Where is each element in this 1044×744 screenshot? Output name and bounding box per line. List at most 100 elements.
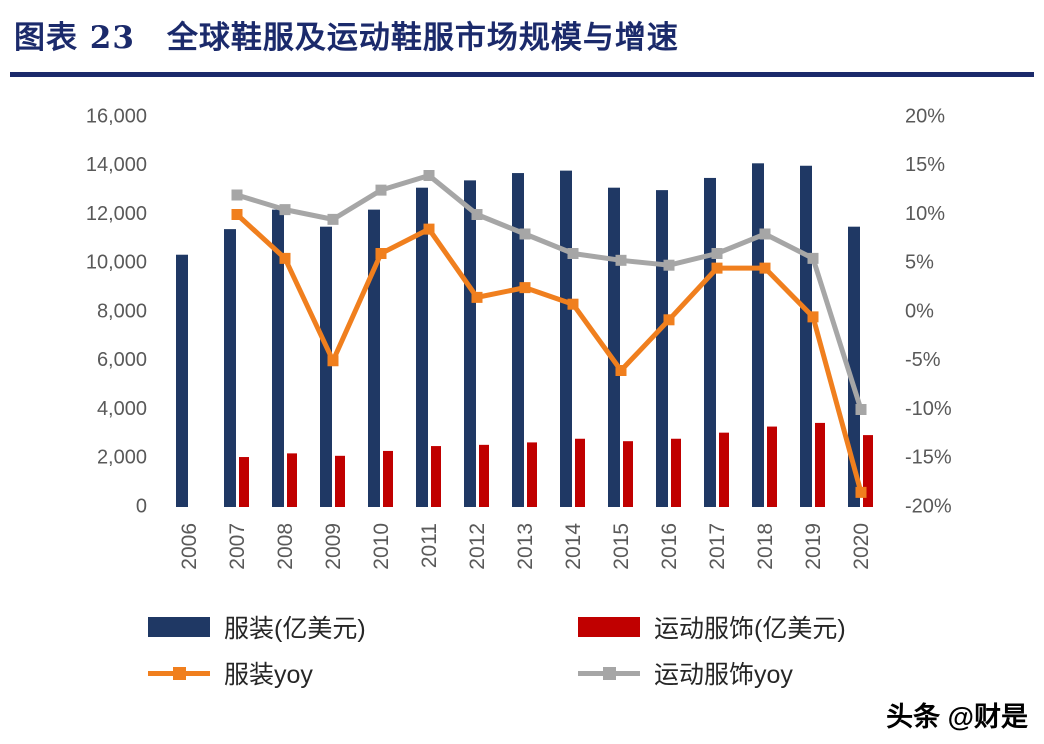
x-axis-category-label: 2012: [466, 523, 489, 570]
bar-apparel: [800, 165, 812, 507]
line-apparel-yoy-marker: [375, 248, 387, 259]
bar-apparel: [512, 173, 524, 507]
line-apparel-yoy-marker: [423, 223, 435, 235]
line-sportswear-yoy-path: [234, 173, 864, 412]
right-axis-tick-label: -10%: [905, 398, 952, 420]
line-sportswear-yoy-marker: [471, 209, 483, 220]
bar-sportswear: [767, 426, 777, 507]
bar-sportswear: [287, 453, 297, 507]
x-axis-category-label: 2007: [226, 523, 249, 570]
line-apparel-yoy-marker: [279, 252, 291, 264]
left-axis-tick-label: 10,000: [86, 252, 147, 274]
line-sportswear-yoy-marker: [567, 248, 579, 259]
left-axis-ticks: 16,000 14,000 12,000 10,000 8,000 6,000 4,000 2…: [86, 105, 147, 517]
line-sportswear-yoy-marker: [759, 228, 771, 240]
bar-apparel: [464, 180, 476, 507]
line-apparel-yoy-marker: [231, 209, 243, 220]
right-axis-tick-label: -15%: [905, 447, 952, 469]
right-axis-tick-label: 15%: [905, 154, 945, 176]
line-apparel-yoy-marker: [807, 311, 819, 323]
x-axis-category-label: 2011: [418, 523, 441, 568]
chart-svg: 16,000 14,000 12,000 10,000 8,000 6,000 4,000 2…: [86, 105, 952, 570]
bar-apparel: [320, 226, 332, 507]
line-apparel-yoy-marker: [663, 314, 675, 326]
line-sportswear-yoy-marker: [519, 228, 531, 240]
figure-title: 图表 23 全球鞋服及运动鞋服市场规模与增速: [14, 20, 679, 56]
figure-header: 图表 23 全球鞋服及运动鞋服市场规模与增速: [0, 0, 1044, 77]
line-sportswear-yoy-marker: [807, 252, 819, 264]
bar-apparel: [560, 170, 572, 507]
x-axis-category-label: 2016: [658, 523, 681, 570]
x-axis-category-label: 2018: [754, 523, 777, 570]
right-axis-tick-label: -5%: [905, 349, 941, 371]
x-axis-category-labels: 2006 2007 2008 2009 2010 2011 2012 2013 2014 2015…: [178, 523, 873, 570]
legend-swatch-sportswear-bar: [578, 617, 640, 637]
line-apparel-yoy-marker: [471, 291, 483, 303]
bar-sportswear: [575, 438, 585, 507]
line-sportswear-yoy-marker: [375, 184, 387, 196]
line-apparel-yoy-marker: [519, 282, 531, 294]
bar-sportswear: [719, 432, 729, 507]
bar-sportswear: [431, 446, 441, 507]
legend-swatch-apparel-bar: [148, 617, 210, 637]
x-axis-category-label: 2010: [370, 523, 393, 570]
legend-label-apparel-bar: 服装(亿美元): [224, 615, 366, 643]
bar-sportswear: [671, 438, 681, 507]
x-axis-category-label: 2014: [562, 523, 585, 570]
legend-label-sportswear-yoy: 运动服饰yoy: [654, 661, 793, 689]
left-axis-tick-label: 16,000: [86, 105, 147, 127]
line-apparel-yoy-marker: [615, 365, 627, 376]
right-axis-tick-label: 0%: [905, 300, 934, 322]
bar-sportswear: [623, 441, 633, 507]
left-axis-tick-label: 14,000: [86, 154, 147, 176]
x-axis-category-label: 2009: [322, 523, 345, 570]
legend-label-apparel-yoy: 服装yoy: [224, 661, 313, 689]
bar-apparel: [704, 177, 716, 507]
bar-apparel: [368, 209, 380, 507]
x-axis-category-label: 2015: [610, 523, 633, 570]
left-axis-tick-label: 0: [136, 495, 147, 517]
x-axis-category-label: 2013: [514, 523, 537, 570]
bar-sportswear: [479, 444, 489, 507]
legend-item-apparel-bar: 服装(亿美元): [148, 609, 578, 645]
legend-swatch-sportswear-yoy: [578, 666, 640, 680]
title-divider: [10, 72, 1034, 77]
line-apparel-yoy-marker: [567, 298, 579, 310]
bar-sportswear: [527, 442, 537, 507]
right-axis-ticks: 20% 15% 10% 5% 0% -5% -10% -15% -20%: [905, 105, 952, 517]
right-axis-tick-label: -20%: [905, 495, 952, 517]
x-axis-category-label: 2019: [802, 523, 825, 570]
legend-item-apparel-yoy: 服装yoy: [148, 655, 578, 691]
bar-apparel: [656, 190, 668, 507]
watermark: 头条 @财是: [886, 702, 1028, 732]
bars-apparel: [176, 163, 860, 507]
bar-sportswear: [383, 450, 393, 507]
line-apparel-yoy-marker: [855, 486, 867, 498]
bar-sportswear: [335, 455, 345, 507]
line-sportswear-yoy-marker: [855, 404, 867, 415]
bar-apparel: [608, 187, 620, 507]
x-axis-category-label: 2008: [274, 523, 297, 570]
bars-sportswear: [239, 422, 873, 507]
line-apparel-yoy: [231, 209, 867, 498]
legend-label-sportswear-bar: 运动服饰(亿美元): [654, 615, 846, 643]
bar-apparel: [848, 226, 860, 507]
line-sportswear-yoy: [231, 170, 867, 415]
x-axis-category-label: 2020: [850, 523, 873, 570]
line-sportswear-yoy-marker: [279, 204, 291, 216]
line-apparel-yoy-marker: [759, 262, 771, 274]
left-axis-tick-label: 2,000: [97, 447, 147, 469]
bar-sportswear: [863, 435, 873, 507]
line-apparel-yoy-marker: [327, 355, 339, 367]
left-axis-tick-label: 4,000: [97, 398, 147, 420]
legend-item-sportswear-bar: 运动服饰(亿美元): [578, 609, 1008, 645]
line-sportswear-yoy-marker: [663, 259, 675, 271]
right-axis-tick-label: 10%: [905, 203, 945, 225]
bar-sportswear: [815, 422, 825, 507]
left-axis-tick-label: 8,000: [97, 300, 147, 322]
bar-apparel: [416, 187, 428, 507]
legend-swatch-apparel-yoy: [148, 666, 210, 680]
x-axis-category-label: 2006: [178, 523, 201, 570]
bar-apparel: [272, 209, 284, 507]
